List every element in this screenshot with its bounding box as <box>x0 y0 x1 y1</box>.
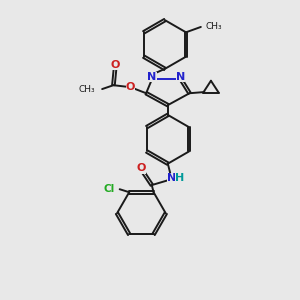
Text: O: O <box>136 164 146 173</box>
Text: Cl: Cl <box>103 184 114 194</box>
Text: O: O <box>110 60 120 70</box>
Text: N: N <box>148 72 157 82</box>
Text: N: N <box>176 72 185 82</box>
Text: H: H <box>175 172 184 183</box>
Text: N: N <box>167 172 176 183</box>
Text: CH₃: CH₃ <box>79 85 96 94</box>
Text: O: O <box>126 82 135 92</box>
Text: CH₃: CH₃ <box>206 22 223 32</box>
